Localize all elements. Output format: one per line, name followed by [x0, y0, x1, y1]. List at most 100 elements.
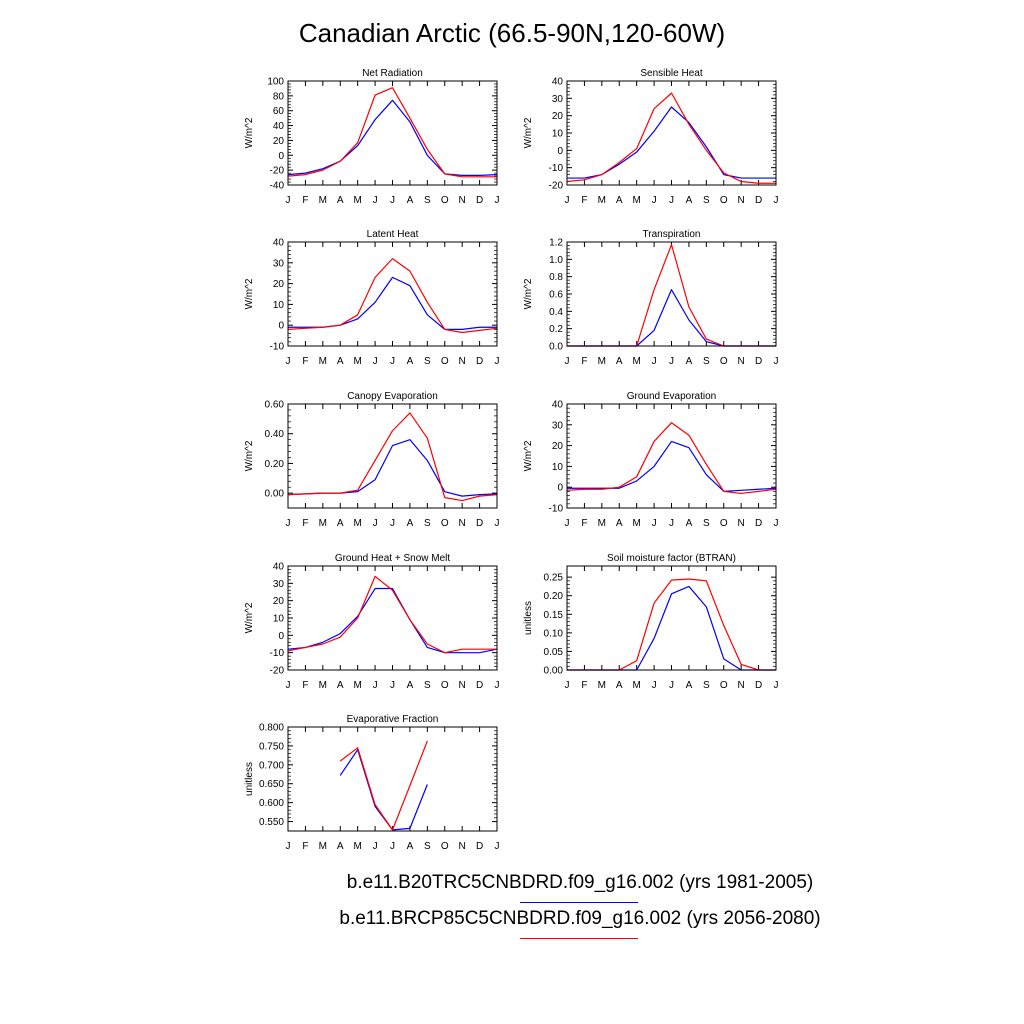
y-tick-label: 0 — [278, 151, 284, 162]
y-tick-label: 0.600 — [259, 798, 284, 809]
x-tick-label: O — [441, 841, 449, 852]
y-tick-label: 40 — [273, 562, 285, 573]
x-tick-label: J — [373, 680, 378, 691]
y-axis-label: W/m^2 — [523, 440, 534, 471]
y-tick-label: 0.0 — [549, 342, 563, 353]
x-tick-label: M — [353, 195, 361, 206]
x-tick-label: J — [652, 356, 657, 367]
series-line — [287, 439, 498, 497]
y-tick-label: 40 — [273, 121, 285, 132]
series-line — [567, 289, 776, 347]
x-tick-label: A — [616, 356, 623, 367]
x-tick-label: J — [286, 841, 291, 852]
y-tick-label: 0 — [278, 631, 284, 642]
y-tick-label: 30 — [273, 258, 285, 269]
plot-frame — [287, 241, 498, 347]
y-axis-label: W/m^2 — [523, 278, 534, 309]
y-tick-label: 10 — [552, 462, 564, 473]
x-tick-label: J — [652, 195, 657, 206]
y-tick-label: 0 — [557, 483, 563, 494]
y-axis-label: W/m^2 — [523, 117, 534, 148]
chart-title: Sensible Heat — [640, 68, 702, 79]
x-tick-label: O — [720, 518, 728, 529]
x-tick-label: J — [495, 841, 500, 852]
y-tick-label: 30 — [273, 579, 285, 590]
x-tick-label: M — [319, 680, 327, 691]
x-tick-label: M — [319, 518, 327, 529]
x-tick-label: N — [738, 680, 745, 691]
x-tick-label: J — [652, 680, 657, 691]
series-line — [567, 585, 776, 671]
x-tick-label: A — [337, 195, 344, 206]
x-tick-label: J — [390, 680, 395, 691]
x-tick-label: D — [476, 356, 483, 367]
plot-frame — [566, 80, 777, 186]
plot-frame — [566, 241, 777, 347]
x-tick-label: D — [476, 841, 483, 852]
y-tick-label: 0.700 — [259, 760, 284, 771]
x-tick-label: A — [407, 195, 414, 206]
x-tick-label: N — [738, 195, 745, 206]
y-tick-label: 10 — [273, 300, 285, 311]
x-tick-label: F — [302, 841, 308, 852]
x-tick-label: J — [774, 356, 779, 367]
y-tick-label: 0.60 — [265, 400, 285, 411]
x-tick-label: F — [581, 356, 587, 367]
x-tick-label: O — [441, 680, 449, 691]
legend-line-run1 — [520, 902, 638, 903]
x-tick-label: A — [686, 195, 693, 206]
x-tick-label: N — [738, 356, 745, 367]
chart-title: Ground Heat + Snow Melt — [335, 553, 451, 564]
x-tick-label: J — [669, 195, 674, 206]
x-tick-label: J — [390, 841, 395, 852]
y-axis-label: W/m^2 — [244, 117, 255, 148]
x-tick-label: J — [390, 195, 395, 206]
plot-frame — [287, 565, 498, 671]
x-tick-label: F — [302, 518, 308, 529]
y-tick-label: 1.0 — [549, 255, 563, 266]
y-tick-label: 0.10 — [544, 628, 564, 639]
x-tick-label: F — [581, 680, 587, 691]
series-line — [567, 244, 776, 347]
y-tick-label: 40 — [552, 400, 564, 411]
y-tick-label: 0.00 — [265, 489, 285, 500]
y-tick-label: 0.6 — [549, 290, 563, 301]
plot-frame — [566, 403, 777, 509]
y-tick-label: -40 — [270, 181, 285, 192]
x-tick-label: S — [424, 680, 431, 691]
x-tick-label: J — [669, 518, 674, 529]
y-tick-label: 100 — [267, 77, 284, 88]
x-tick-label: D — [755, 356, 762, 367]
x-tick-label: J — [373, 195, 378, 206]
y-tick-label: 0.750 — [259, 741, 284, 752]
x-tick-label: M — [353, 841, 361, 852]
plot-frame — [566, 565, 777, 671]
x-tick-label: O — [720, 195, 728, 206]
series-line — [339, 740, 428, 831]
y-tick-label: 20 — [273, 279, 285, 290]
y-tick-label: 0.550 — [259, 817, 284, 828]
legend-label-run2: b.e11.BRCP85C5CNBDRD.f09_g16.002 (yrs 20… — [339, 908, 821, 929]
legend-line-run2 — [520, 938, 638, 939]
x-tick-label: N — [738, 518, 745, 529]
x-tick-label: M — [632, 518, 640, 529]
x-tick-label: D — [755, 680, 762, 691]
series-line — [287, 87, 497, 178]
x-tick-label: O — [441, 195, 449, 206]
y-tick-label: 10 — [552, 129, 564, 140]
chart-title: Latent Heat — [367, 229, 419, 240]
x-tick-label: S — [424, 518, 431, 529]
x-tick-label: J — [774, 680, 779, 691]
y-tick-label: 20 — [273, 136, 285, 147]
plot-frame — [287, 80, 498, 186]
chart-title: Evaporative Fraction — [347, 714, 439, 725]
y-tick-label: 20 — [552, 111, 564, 122]
x-tick-label: J — [565, 195, 570, 206]
y-axis-label: unitless — [523, 601, 534, 635]
x-tick-label: J — [495, 195, 500, 206]
x-tick-label: M — [598, 356, 606, 367]
x-tick-label: M — [353, 518, 361, 529]
y-tick-label: 60 — [273, 106, 285, 117]
